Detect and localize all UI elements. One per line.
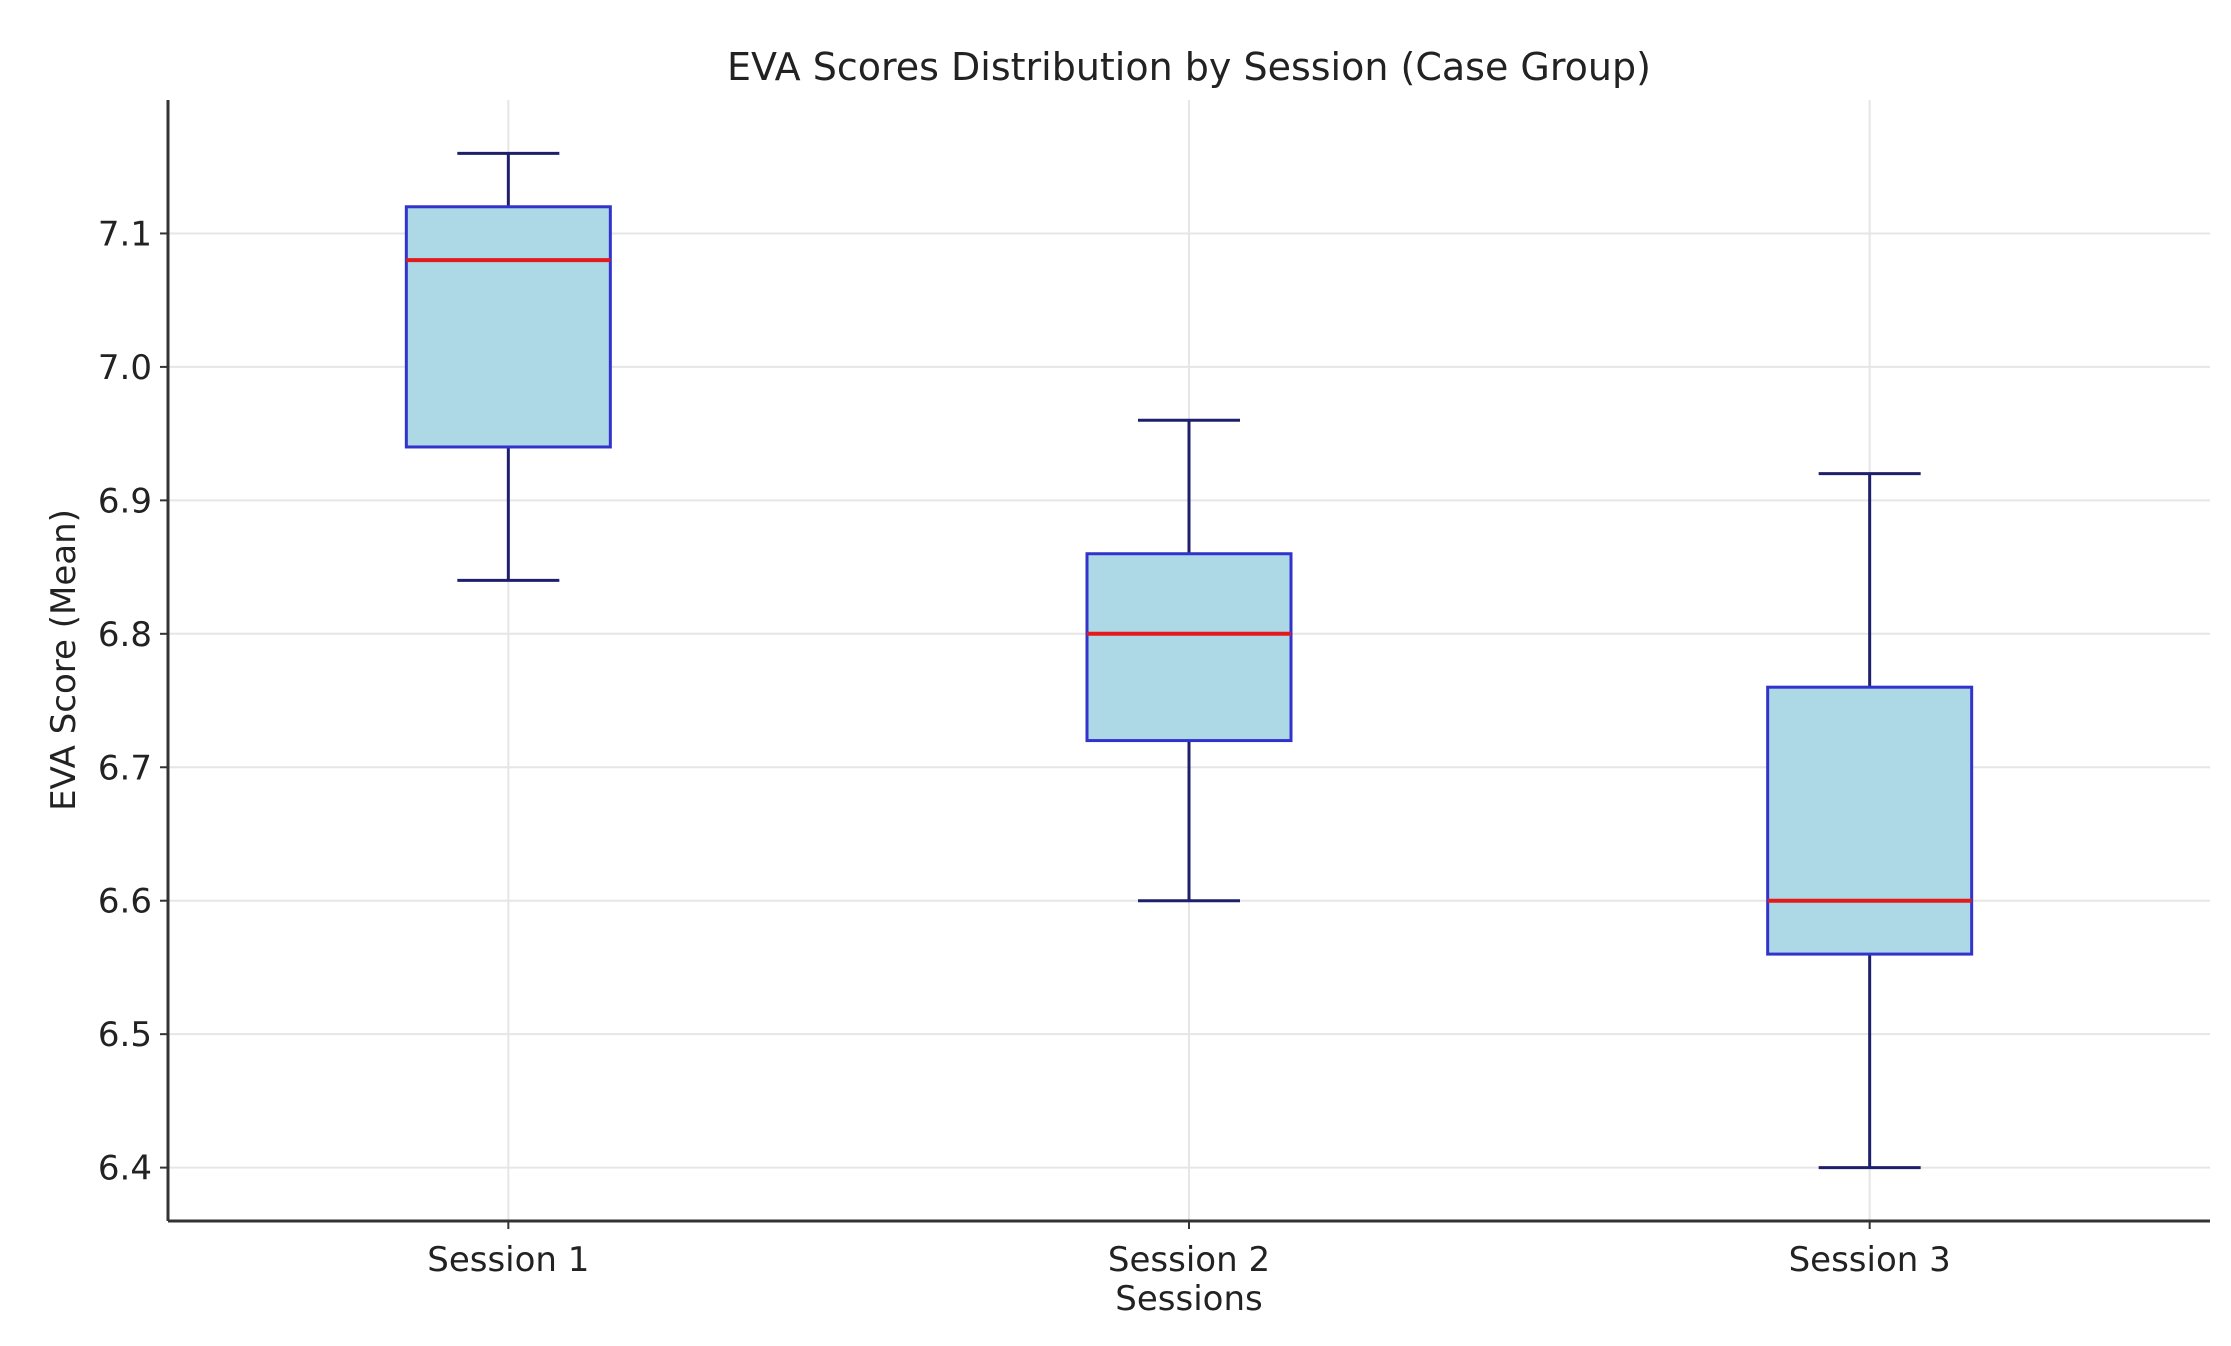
box-plot-3 (1766, 472, 1974, 1170)
y-axis-label: EVA Score (Mean) (44, 509, 84, 811)
x-tick-label: Session 2 (1108, 1240, 1270, 1280)
x-tick-label: Session 1 (427, 1240, 589, 1280)
y-tick-label: 6.5 (98, 1015, 152, 1055)
y-ticks: 6.4 6.5 6.6 6.7 6.8 6.9 7.0 7.1 (98, 214, 168, 1189)
y-tick-label: 6.6 (98, 882, 152, 922)
y-tick-label: 7.1 (98, 214, 152, 254)
chart-title: EVA Scores Distribution by Session (Case… (727, 45, 1651, 89)
y-tick-label: 7.0 (98, 348, 152, 388)
box-plot-1 (404, 151, 612, 582)
y-tick-label: 6.4 (98, 1149, 152, 1189)
box-plots (404, 151, 1974, 1170)
box-iqr (1766, 685, 1974, 956)
x-tick-label: Session 3 (1789, 1240, 1951, 1280)
x-axis-label: Sessions (1115, 1279, 1262, 1319)
x-ticks: Session 1 Session 2 Session 3 (427, 1221, 1951, 1280)
box-plot-2 (1085, 418, 1293, 903)
y-tick-label: 6.8 (98, 615, 152, 655)
y-tick-label: 6.9 (98, 481, 152, 521)
box-iqr (404, 205, 612, 449)
y-tick-label: 6.7 (98, 748, 152, 788)
box-iqr (1085, 552, 1293, 743)
